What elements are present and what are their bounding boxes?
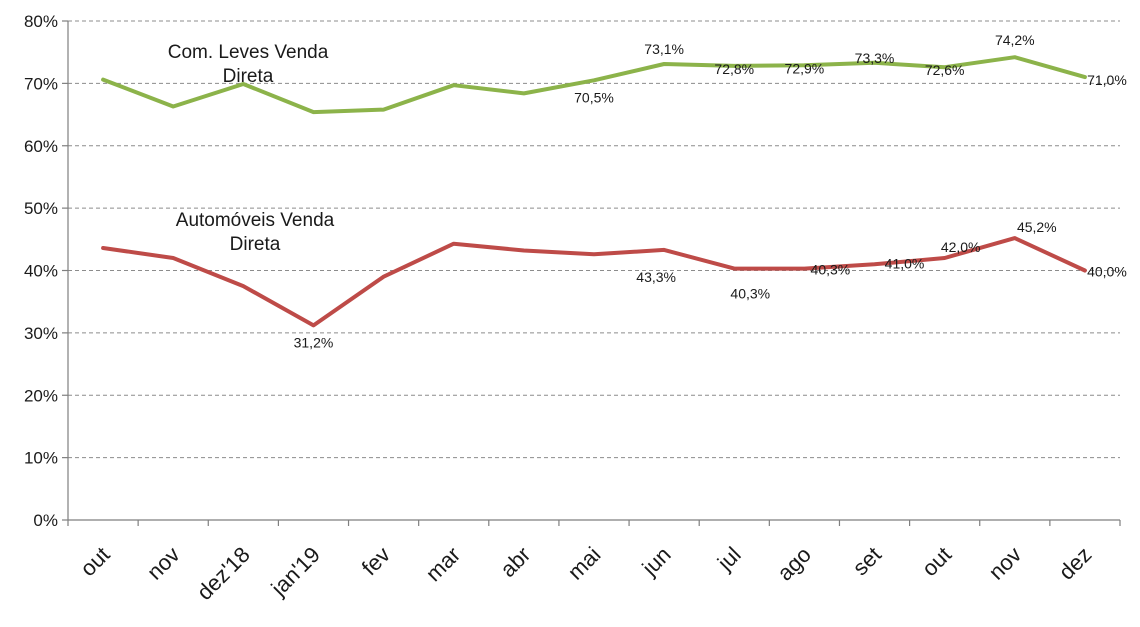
series-lines	[101, 55, 1087, 328]
data-label: 73,3%	[855, 50, 895, 66]
y-tick-label: 80%	[24, 12, 58, 31]
x-tick-label: fev	[357, 542, 395, 580]
x-tick-label: jan'19	[266, 542, 325, 601]
data-labels: 70,5% 73,1% 72,8% 72,9% 73,3% 72,6% 74,2% 71,0%…	[294, 32, 1127, 350]
x-tick-label: mar	[421, 542, 465, 586]
x-tick-label: dez	[1054, 542, 1097, 585]
data-label: 42,0%	[941, 239, 981, 255]
y-tick-label: 10%	[24, 449, 58, 468]
data-label: 72,6%	[925, 62, 965, 78]
x-tick-label: nov	[984, 542, 1027, 585]
x-tick-label: set	[848, 542, 886, 580]
data-label: 43,3%	[636, 269, 676, 285]
y-tick-label: 70%	[24, 74, 58, 93]
series-name-label: Direta	[230, 234, 281, 255]
y-tick-label: 50%	[24, 199, 58, 218]
data-label: 45,2%	[1017, 219, 1057, 235]
series-labels: Com. Leves Venda Direta Automóveis Venda Di…	[168, 42, 335, 255]
series-name-label: Automóveis Venda	[176, 210, 335, 231]
x-tick-label: mai	[563, 542, 606, 585]
data-label: 71,0%	[1087, 72, 1127, 88]
data-label: 40,3%	[811, 262, 851, 278]
data-label: 73,1%	[644, 41, 684, 57]
y-tick-label: 60%	[24, 137, 58, 156]
series-name-label: Com. Leves Venda	[168, 42, 329, 63]
data-label: 72,9%	[785, 60, 825, 76]
data-label: 72,8%	[714, 61, 754, 77]
data-label: 31,2%	[294, 334, 334, 350]
y-tick-label: 20%	[24, 386, 58, 405]
data-label: 70,5%	[574, 89, 614, 105]
x-tick-label: out	[917, 542, 956, 581]
data-label: 74,2%	[995, 32, 1035, 48]
data-label: 41,0%	[885, 255, 925, 271]
x-tick-label: ago	[772, 542, 816, 586]
x-tick-label: dez'18	[192, 542, 255, 605]
y-tick-label: 40%	[24, 262, 58, 281]
x-tick-label: nov	[142, 542, 185, 585]
x-tick-label: abr	[495, 542, 535, 582]
y-tick-label: 0%	[33, 511, 58, 530]
series-name-label: Direta	[223, 66, 274, 87]
x-tick-label: jun	[637, 542, 676, 581]
y-tick-label: 30%	[24, 324, 58, 343]
x-tick-label: jul	[712, 542, 746, 576]
data-label: 40,0%	[1087, 264, 1127, 280]
x-tick-label: out	[75, 542, 114, 581]
data-label: 40,3%	[730, 286, 770, 302]
